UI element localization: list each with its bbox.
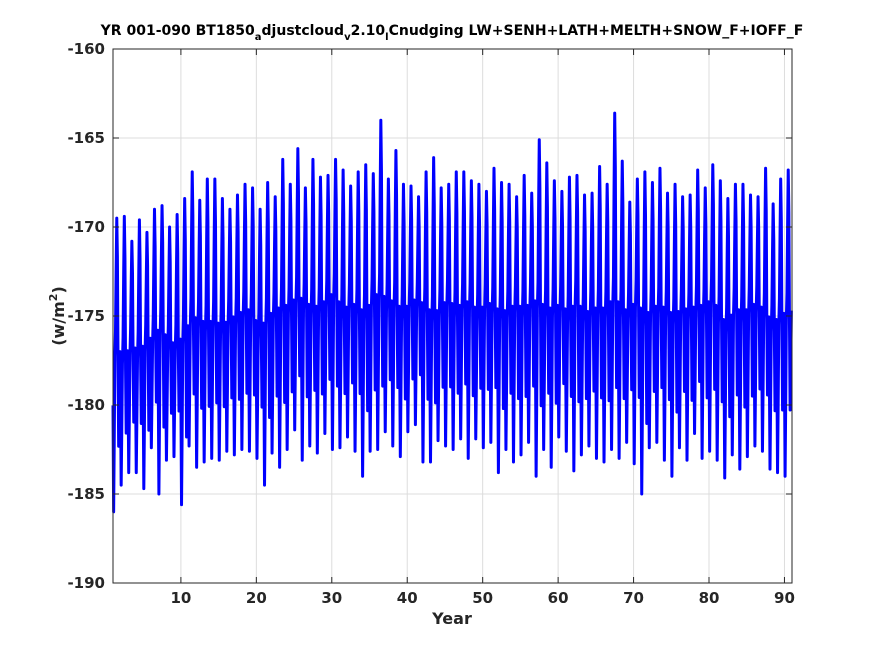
title-part-3: 2.10 — [351, 23, 386, 39]
title-part-1: YR 001-090 BT1850 — [100, 23, 255, 39]
y-tick-label: -180 — [67, 396, 105, 414]
title-sub-2: v — [344, 32, 351, 43]
x-tick-label: 30 — [321, 589, 342, 607]
y-tick-label: -190 — [67, 574, 105, 592]
title-part-2: djustcloud — [262, 23, 345, 39]
title-part-4: Cnudging LW+SENH+LATH+MELTH+SNOW_F+IOFF_… — [389, 23, 804, 39]
x-tick-label: 80 — [699, 589, 720, 607]
y-tick-label: -185 — [67, 485, 105, 503]
y-tick-label: -170 — [67, 218, 105, 236]
x-tick-label: 40 — [397, 589, 418, 607]
x-tick-label: 70 — [623, 589, 644, 607]
y-tick-label: -175 — [67, 307, 105, 325]
y-tick-label: -165 — [67, 129, 105, 147]
y-axis-label-close: ) — [49, 286, 68, 293]
y-axis-label: (w/m2) — [47, 286, 68, 346]
x-tick-label: 90 — [774, 589, 795, 607]
x-tick-label: 10 — [170, 589, 191, 607]
chart-title: YR 001-090 BT1850adjustcloudv2.10lCnudgi… — [100, 23, 804, 43]
y-tick-label: -160 — [67, 40, 105, 58]
title-sub-1: a — [255, 32, 262, 43]
y-axis-label-sup: 2 — [47, 294, 60, 302]
x-tick-label: 60 — [548, 589, 569, 607]
series-layer — [111, 111, 793, 514]
title-sub-3: l — [385, 32, 388, 43]
y-axis: -190 -185 -180 -175 -170 -165 -160 — [67, 40, 792, 592]
x-tick-label: 20 — [246, 589, 267, 607]
y-axis-label-base: (w/m — [49, 301, 68, 346]
x-axis: 10 20 30 40 50 60 70 80 90 — [170, 49, 795, 607]
x-axis-label: Year — [431, 609, 472, 628]
x-tick-label: 50 — [472, 589, 493, 607]
series-line — [111, 111, 793, 514]
